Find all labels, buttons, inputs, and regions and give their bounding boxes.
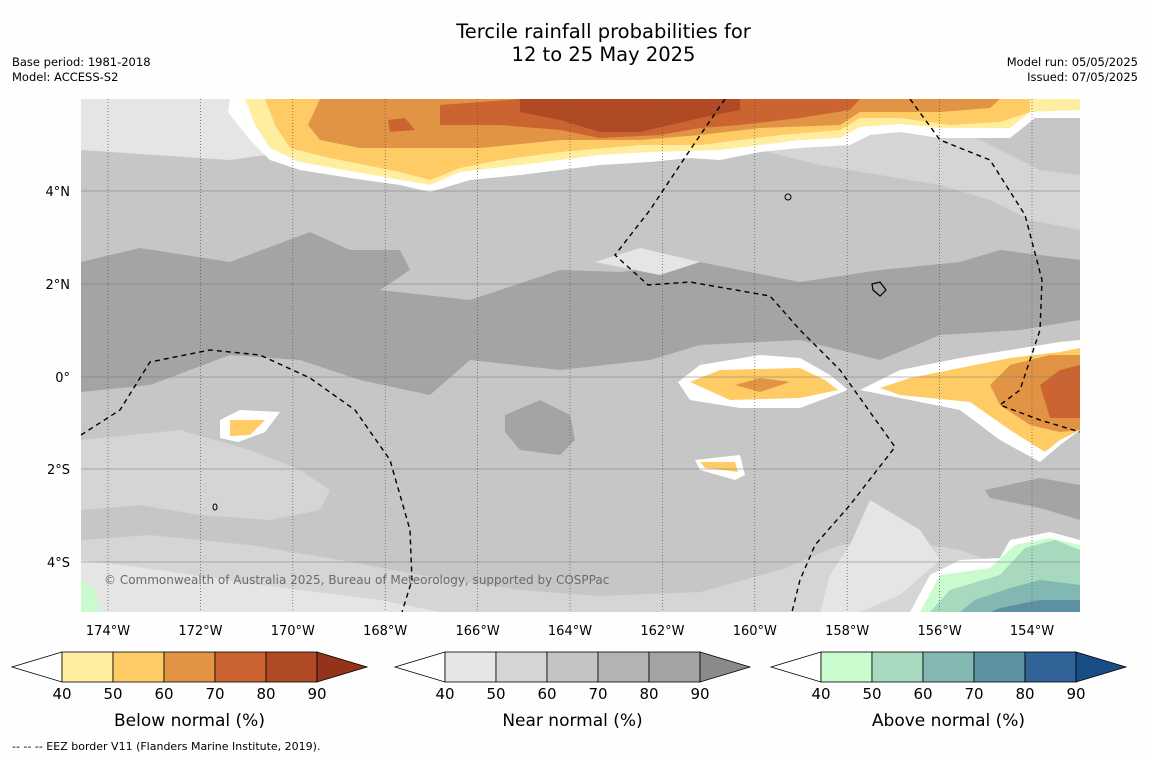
map-title: Tercile rainfall probabilities for 12 to…: [0, 20, 1150, 66]
lat-label: 0°: [55, 371, 70, 386]
graticule: [81, 99, 1080, 612]
near-normal-light-patch-2: [595, 248, 700, 275]
lon-label: 166°W: [456, 624, 500, 639]
colorbar-tick-label: 80: [256, 685, 275, 703]
island-outline-small: [784, 193, 792, 201]
eez-border-west: [81, 349, 413, 612]
near-normal-dark-band: [81, 232, 1080, 395]
colorbar-extend-high: [699, 651, 752, 683]
colorbar-extend-low: [393, 651, 446, 683]
colorbar-segment: [112, 651, 165, 683]
colorbar-tick-label: 60: [537, 685, 556, 703]
colorbar-tick-label: 40: [811, 685, 830, 703]
colorbar-tick-label: 90: [690, 685, 709, 703]
colorbar-extend-low: [10, 651, 63, 683]
colorbar-segment: [61, 651, 114, 683]
colorbar-tick-label: 50: [486, 685, 505, 703]
colorbar-tick-label: 90: [307, 685, 326, 703]
lon-label: 170°W: [271, 624, 315, 639]
above-normal-70: [990, 600, 1080, 612]
colorbar-tick-label: 60: [913, 685, 932, 703]
island-outline: [871, 281, 887, 297]
colorbar-tick-label: 90: [1066, 685, 1085, 703]
title-line-1: Tercile rainfall probabilities for: [456, 20, 751, 43]
colorbar-tick-label: 40: [435, 685, 454, 703]
issued-text: Issued: 07/05/2025: [1027, 70, 1138, 84]
title-line-2: 12 to 25 May 2025: [511, 43, 696, 66]
lat-labels: 4°N 2°N 0° 2°S 4°S: [46, 185, 71, 571]
lon-label: 172°W: [178, 624, 222, 639]
colorbar-tick-label: 40: [52, 685, 71, 703]
below-normal-north-80: [520, 99, 740, 132]
colorbar-segment: [163, 651, 216, 683]
colorbar-extend-low: [769, 651, 822, 683]
colorbar-segment: [1024, 651, 1077, 683]
below-normal-east-70: [1040, 365, 1080, 418]
colorbar-extend-high: [1075, 651, 1128, 683]
eez-border-central: [614, 99, 896, 612]
lat-label: 2°S: [47, 463, 70, 478]
colorbar-tick-label: 50: [103, 685, 122, 703]
lon-label: 164°W: [548, 624, 592, 639]
colorbar-segment: [597, 651, 650, 683]
colorbar-title: Below normal (%): [114, 711, 265, 731]
colorbar-segment: [495, 651, 548, 683]
near-normal-mid-patch: [81, 430, 330, 520]
lat-label: 2°N: [46, 278, 71, 293]
lon-label: 158°W: [825, 624, 869, 639]
legends: 40 50 60 70 80 90 Below normal (%) 40 50 60 70 80 90…: [10, 651, 1128, 731]
eez-footer-note: -- -- -- EEZ border V11 (Flanders Marine…: [12, 740, 321, 753]
base-period-text: Base period: 1981-2018: [12, 55, 151, 69]
colorbar-segment: [820, 651, 873, 683]
colorbar-legend: 40 50 60 70 80 90 Below normal (%): [10, 651, 369, 731]
below-normal-small-50: [700, 462, 738, 472]
near-normal-light-patch-3: [820, 500, 940, 612]
colorbar-legend: 40 50 60 70 80 90 Above normal (%): [769, 651, 1128, 731]
copyright-text: © Commonwealth of Australia 2025, Bureau…: [104, 573, 609, 587]
near-normal-dark-patch: [505, 400, 575, 455]
colorbar-segment: [444, 651, 497, 683]
lon-label: 174°W: [86, 624, 130, 639]
lon-label: 162°W: [640, 624, 684, 639]
colorbar-segment: [546, 651, 599, 683]
colorbar-tick-label: 70: [964, 685, 983, 703]
colorbar-tick-label: 80: [1015, 685, 1034, 703]
below-normal-equator-60: [735, 378, 790, 392]
lon-labels: 174°W 172°W 170°W 168°W 166°W 164°W 162°W 160°W…: [86, 624, 1054, 639]
colorbar-legend: 40 50 60 70 80 90 Near normal (%): [393, 651, 752, 731]
meta-right: Model run: 05/05/2025 Issued: 07/05/2025: [1007, 55, 1138, 85]
model-run-text: Model run: 05/05/2025: [1006, 55, 1138, 69]
colorbar-tick-label: 70: [205, 685, 224, 703]
colorbar-tick-label: 60: [154, 685, 173, 703]
island-outline-west: [212, 503, 218, 511]
lon-label: 168°W: [363, 624, 407, 639]
lon-label: 160°W: [733, 624, 777, 639]
colorbar-segment: [922, 651, 975, 683]
colorbar-segment: [648, 651, 701, 683]
lat-label: 4°N: [46, 185, 71, 200]
colorbar-segment: [973, 651, 1026, 683]
model-text: Model: ACCESS-S2: [12, 70, 119, 84]
lon-label: 154°W: [1010, 624, 1054, 639]
colorbar-title: Near normal (%): [502, 711, 642, 731]
colorbar-tick-label: 50: [862, 685, 881, 703]
below-normal-north-70-small: [388, 118, 415, 132]
near-normal-dark-patch-east: [985, 478, 1080, 520]
eez-border-east: [909, 99, 1080, 433]
colorbar-segment: [265, 651, 318, 683]
map-area: © Commonwealth of Australia 2025, Bureau…: [81, 99, 1080, 612]
meta-left: Base period: 1981-2018 Model: ACCESS-S2: [12, 55, 151, 85]
lat-label: 4°S: [47, 556, 70, 571]
colorbar-segment: [871, 651, 924, 683]
below-normal-west-50: [230, 420, 265, 436]
near-normal-light-south: [81, 560, 440, 612]
lon-label: 156°W: [918, 624, 962, 639]
colorbar-extend-high: [316, 651, 369, 683]
above-normal-southwest: [81, 580, 100, 612]
colorbar-segment: [214, 651, 267, 683]
colorbar-tick-label: 70: [588, 685, 607, 703]
colorbar-title: Above normal (%): [872, 711, 1025, 731]
colorbar-tick-label: 80: [639, 685, 658, 703]
